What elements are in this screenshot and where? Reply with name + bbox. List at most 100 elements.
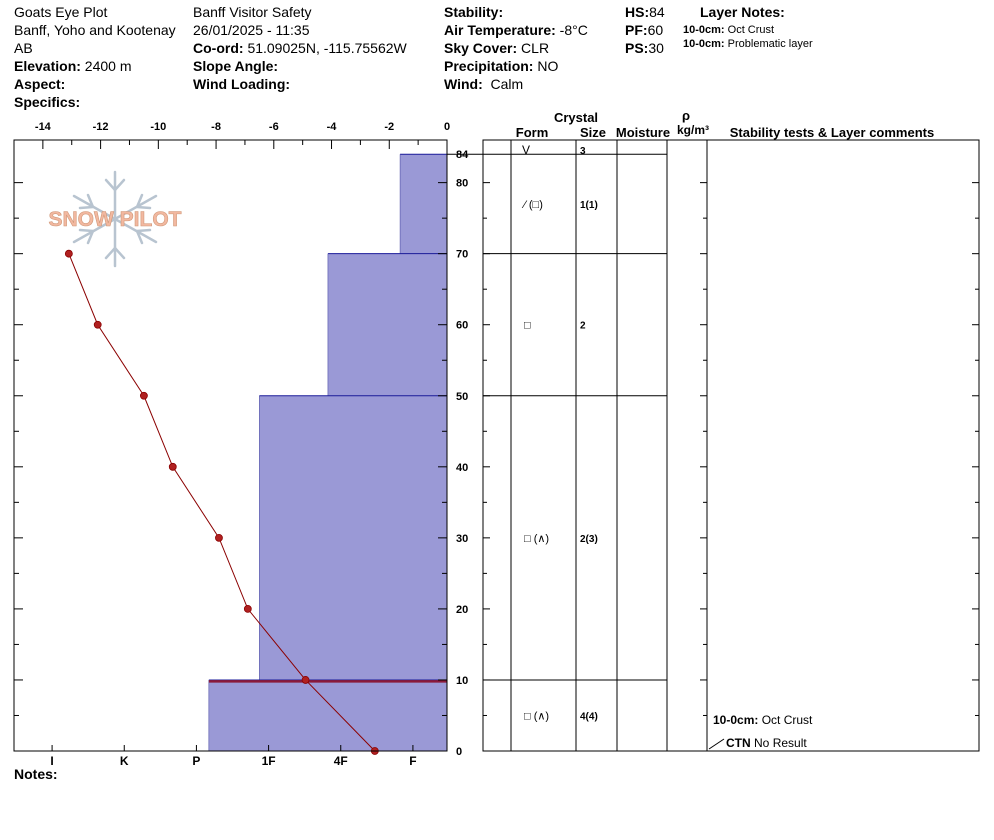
- hs-label: HS:: [625, 4, 650, 20]
- stability: Stability:: [444, 3, 503, 21]
- temp-tick-label: 0: [444, 121, 450, 133]
- precip-label: Precipitation:: [444, 58, 534, 74]
- temperature-point: [215, 533, 223, 542]
- height-tick-label: 70: [456, 249, 468, 261]
- hardness-tick-label: 4F: [334, 754, 348, 768]
- elevation: Elevation: 2400 m: [14, 57, 132, 75]
- height-tick-label: 80: [456, 178, 468, 190]
- hardness-layer-bar: [400, 154, 447, 254]
- temperature-point: [301, 676, 310, 684]
- elevation-label: Elevation:: [14, 58, 81, 74]
- logo-text: SNOW PILOT: [49, 208, 182, 231]
- notes-label: Notes:: [14, 766, 58, 782]
- density-symbol: ρ: [682, 108, 690, 123]
- density-unit: kg/m³: [677, 123, 709, 137]
- region-line1: Banff, Yoho and Kootenay: [14, 22, 176, 38]
- size-header: Size: [580, 125, 606, 140]
- hardness-tick-label: P: [192, 754, 200, 768]
- temp-tick-label: -4: [327, 121, 338, 133]
- height-axis: 0 10 20 30 40 50 60 70 80 84: [14, 149, 483, 758]
- crystal-form: □: [524, 320, 531, 332]
- slope-angle: Slope Angle:: [193, 57, 278, 75]
- elevation-value: 2400 m: [84, 58, 132, 74]
- region-line2: AB: [14, 40, 33, 56]
- hardness-layer-bar: [327, 253, 447, 396]
- crystal-form: ⁄ (□): [521, 199, 543, 211]
- snowpilot-logo: SNOW PILOT: [48, 170, 182, 268]
- slope-label: Slope Angle:: [193, 58, 279, 74]
- ctn-pointer-line: [708, 738, 725, 750]
- temperature-line: [68, 253, 376, 752]
- moisture-header: Moisture: [616, 125, 670, 140]
- crystal-form: □ (∧): [524, 533, 549, 545]
- temp-tick-label: -14: [35, 121, 52, 133]
- temp-tick-label: -10: [150, 121, 166, 133]
- hardness-layers: [208, 153, 447, 751]
- precip-value: NO: [537, 58, 559, 74]
- layer-note-1-text: Oct Crust: [727, 24, 775, 36]
- hs: HS:84: [625, 3, 665, 21]
- comment-ctn: CTN No Result: [726, 736, 807, 750]
- sky-label: Sky Cover:: [444, 40, 518, 56]
- hardness-layer-bar: [259, 395, 447, 680]
- sky-cover: Sky Cover: CLR: [444, 39, 549, 57]
- aspect: Aspect:: [14, 75, 65, 93]
- comment-oct-crust-label: 10-0cm:: [713, 713, 758, 727]
- height-tick-label: 20: [456, 604, 468, 616]
- comment-ctn-label: CTN: [726, 736, 751, 750]
- height-tick-label: 0: [456, 746, 462, 758]
- crystal-form: □ (∧): [524, 710, 549, 722]
- crystal-size: 2: [580, 321, 586, 332]
- surface-size: 3: [580, 146, 586, 157]
- crystal-size: 2(3): [580, 534, 598, 545]
- temperature-point: [139, 391, 148, 400]
- surface-form: V: [522, 143, 530, 157]
- ps: PS:30: [625, 39, 664, 57]
- coord-label: Co-ord:: [193, 40, 244, 56]
- hardness-layer-bar: [208, 679, 447, 751]
- comment-oct-crust: 10-0cm: Oct Crust: [713, 713, 813, 727]
- pf-value: 60: [647, 22, 664, 38]
- comment-oct-crust-text: Oct Crust: [762, 713, 813, 727]
- specifics-label: Specifics:: [14, 94, 81, 110]
- table-rows: ⁄ (□) 1(1) □ 2 □ (∧) 2(3) □ (∧) 4(4): [483, 153, 667, 722]
- aspect-label: Aspect:: [14, 76, 66, 92]
- wind-value: Calm: [490, 76, 524, 92]
- height-tick-label: 10: [456, 675, 468, 687]
- comment-ctn-text: No Result: [754, 736, 807, 750]
- plot-frame: [13, 139, 448, 752]
- layer-note-1-depth: 10-0cm:: [683, 24, 725, 36]
- height-tick-label: 30: [456, 533, 468, 545]
- layer-note-2: 10-0cm: Problematic layer: [683, 37, 813, 51]
- wind-loading-label: Wind Loading:: [193, 76, 291, 92]
- notes: Notes:: [14, 765, 58, 783]
- crystal-header: Crystal: [554, 110, 598, 125]
- hardness-tick-label: 1F: [262, 754, 276, 768]
- temperature-point: [93, 320, 102, 329]
- snowflake-icon: [72, 170, 158, 268]
- temperature-point: [243, 605, 252, 613]
- stability-label: Stability:: [444, 4, 504, 20]
- layer-table: Crystal Form Size Moisture ρ kg/m³ Stabi…: [482, 108, 980, 752]
- table-frame: [482, 139, 980, 752]
- temp-tick-label: -12: [93, 121, 109, 133]
- temperature-axis: -14 -12 -10 -8 -6 -4 -2 0: [13, 121, 450, 149]
- hardness-axis: I K P 1F 4F F: [50, 745, 417, 768]
- plot-name: Goats Eye Plot: [14, 4, 108, 20]
- hardness-tick-label: K: [120, 754, 129, 768]
- table-depth-ticks: [483, 182, 979, 716]
- temperature-point: [168, 462, 177, 471]
- datetime: 26/01/2025 - 11:35: [193, 22, 310, 38]
- hs-value: 84: [649, 4, 665, 20]
- height-tick-label: 84: [456, 149, 469, 161]
- layer-note-2-text: Problematic layer: [727, 38, 813, 50]
- sky-value: CLR: [521, 40, 550, 56]
- air-temp-label: Air Temperature:: [444, 22, 556, 38]
- layer-notes-title: Layer Notes:: [700, 4, 785, 20]
- height-tick-label: 60: [456, 320, 468, 332]
- wind-label: Wind:: [444, 76, 483, 92]
- crystal-size: 4(4): [580, 711, 598, 722]
- coordinates: Co-ord: 51.09025N, -115.75562W: [193, 39, 407, 57]
- pf: PF:60: [625, 21, 663, 39]
- temp-tick-label: -2: [384, 121, 394, 133]
